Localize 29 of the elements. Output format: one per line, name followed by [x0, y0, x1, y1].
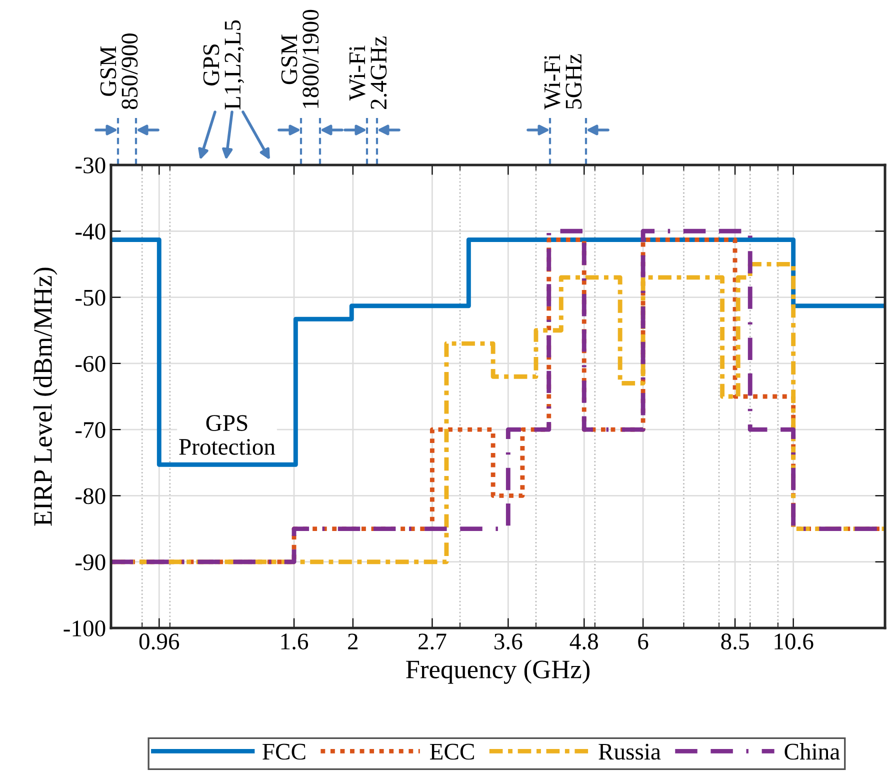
x-tick-label: 0.96 — [139, 634, 180, 650]
x-tick-label: 10.6 — [774, 634, 814, 650]
text: GSM 1800/1900 — [281, 10, 319, 108]
x-tick-label: 2 — [348, 634, 358, 650]
y-axis-title: EIRP Level (dBm/MHz) — [33, 268, 58, 526]
x-tick-label: 4.8 — [570, 634, 598, 650]
y-tick-label: -100 — [64, 620, 106, 636]
y-tick-label: -80 — [76, 488, 106, 504]
text: GPS L1,L2,L5 — [203, 20, 244, 110]
x-axis-title: Frequency (GHz) — [406, 660, 590, 684]
x-tick-label: 1.6 — [281, 634, 308, 650]
text: Wi-Fi 2.4GHz — [349, 36, 387, 109]
x-tick-label: 3.6 — [494, 634, 522, 650]
y-tick-label: -70 — [76, 422, 106, 438]
legend-label: China — [784, 743, 840, 760]
text: GSM 850/900 — [100, 34, 138, 110]
legend-label: FCC — [262, 744, 306, 760]
legend-label: Russia — [598, 744, 661, 760]
text: Wi-Fi 5GHz — [544, 54, 582, 110]
annotation: GPS Protection — [179, 415, 276, 455]
x-tick-label: 2.7 — [418, 634, 446, 650]
y-tick-label: -60 — [76, 356, 106, 372]
y-tick-label: -50 — [76, 290, 106, 306]
legend-label: ECC — [430, 744, 474, 760]
y-tick-label: -30 — [76, 157, 106, 174]
y-tick-label: -90 — [76, 554, 106, 570]
x-tick-label: 8.5 — [721, 634, 749, 650]
x-tick-label: 6 — [638, 634, 648, 650]
y-tick-label: -40 — [76, 224, 106, 240]
